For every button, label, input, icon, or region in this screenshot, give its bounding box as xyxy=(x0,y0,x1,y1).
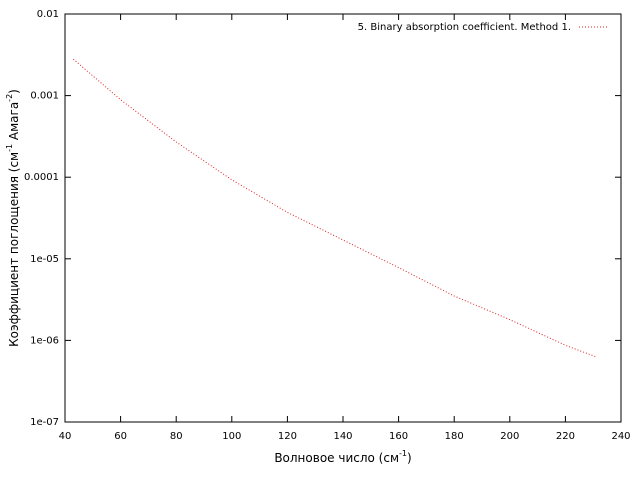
xlabel-part: Волновое число (см xyxy=(274,451,399,465)
x-tick-label: 220 xyxy=(556,431,575,442)
ylabel-part: -1 xyxy=(5,144,14,152)
x-tick-label: 200 xyxy=(500,431,519,442)
y-tick-label: 0.001 xyxy=(30,91,59,102)
ylabel-part: Амага xyxy=(7,102,21,144)
x-tick-label: 100 xyxy=(222,431,241,442)
x-tick-label: 180 xyxy=(445,431,464,442)
series-line xyxy=(72,58,597,358)
ylabel-part: -2 xyxy=(5,94,14,102)
y-tick-label: 0.01 xyxy=(37,9,59,20)
x-tick-label: 240 xyxy=(611,431,630,442)
y-tick-label: 1e-06 xyxy=(30,335,59,346)
xlabel-label: Волновое число (см-1) xyxy=(274,449,411,465)
xlabel-part: -1 xyxy=(399,449,407,458)
plot-border xyxy=(64,13,622,423)
x-tick-label: 140 xyxy=(333,431,352,442)
y-tick-label: 1e-05 xyxy=(30,254,59,265)
x-tick-label: 60 xyxy=(114,431,127,442)
ylabel-label: Коэффициент поглощения (см-1 Амага-2) xyxy=(5,89,21,347)
ylabel-part: Коэффициент поглощения (см xyxy=(7,152,21,347)
legend-label: 5. Binary absorption coefficient. Method… xyxy=(358,22,571,33)
x-tick-label: 120 xyxy=(278,431,297,442)
y-tick-label: 0.0001 xyxy=(24,172,59,183)
y-tick-label: 1e-07 xyxy=(30,417,59,428)
x-tick-label: 40 xyxy=(59,431,72,442)
x-tick-label: 80 xyxy=(170,431,183,442)
ylabel-part: ) xyxy=(7,89,21,94)
x-tick-label: 160 xyxy=(389,431,408,442)
xlabel-part: ) xyxy=(407,451,412,465)
